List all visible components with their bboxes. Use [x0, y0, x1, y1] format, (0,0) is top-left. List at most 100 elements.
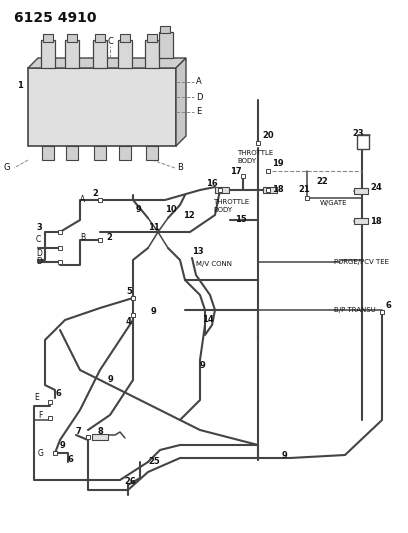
Text: 6125 4910: 6125 4910	[14, 11, 97, 25]
Text: 21: 21	[298, 185, 310, 195]
Bar	[380, 310, 384, 314]
Text: C: C	[107, 37, 113, 46]
Bar	[65, 40, 79, 68]
Text: 8: 8	[98, 427, 104, 437]
Text: M/V CONN: M/V CONN	[196, 261, 232, 267]
Text: B: B	[177, 164, 183, 173]
Bar	[66, 146, 78, 160]
Text: A: A	[80, 196, 85, 205]
Text: 18: 18	[370, 216, 381, 225]
Bar	[256, 141, 260, 145]
Text: 14: 14	[202, 316, 214, 325]
Bar	[147, 34, 157, 42]
Text: 6: 6	[68, 456, 74, 464]
Text: BODY: BODY	[213, 207, 232, 213]
Bar	[98, 238, 102, 242]
Bar	[119, 146, 131, 160]
Bar	[48, 416, 52, 420]
Bar	[98, 198, 102, 202]
Text: 5: 5	[126, 287, 132, 296]
Text: BODY: BODY	[237, 158, 256, 164]
Bar	[58, 246, 62, 250]
Text: 9: 9	[60, 440, 66, 449]
Text: 20: 20	[262, 131, 274, 140]
Bar	[266, 188, 270, 192]
Bar	[145, 40, 159, 68]
Text: 15: 15	[235, 215, 247, 224]
Text: B/P TRANSU: B/P TRANSU	[334, 307, 376, 313]
Bar	[58, 260, 62, 264]
Bar	[357, 135, 369, 149]
Bar	[241, 174, 245, 178]
Bar	[266, 169, 270, 173]
Text: 9: 9	[136, 206, 142, 214]
Text: PURGE/PCV TEE: PURGE/PCV TEE	[334, 259, 389, 265]
Bar	[118, 40, 132, 68]
Text: G: G	[4, 164, 11, 173]
Bar	[354, 188, 368, 194]
Text: D: D	[36, 257, 42, 266]
Bar	[95, 34, 105, 42]
Bar	[58, 230, 62, 234]
Bar	[305, 196, 309, 200]
Text: 16: 16	[206, 180, 218, 189]
Bar	[354, 218, 368, 224]
Bar	[92, 434, 108, 440]
Text: 6: 6	[386, 302, 392, 311]
Text: 9: 9	[151, 308, 157, 317]
Bar	[131, 313, 135, 317]
Text: 19: 19	[272, 159, 284, 168]
Text: 6: 6	[55, 390, 61, 399]
Text: 2: 2	[106, 233, 112, 243]
Text: 11: 11	[148, 223, 160, 232]
Bar	[159, 32, 173, 58]
Text: 3: 3	[36, 223, 42, 232]
Text: 18: 18	[272, 185, 284, 195]
Bar	[86, 435, 90, 439]
Text: 9: 9	[108, 376, 114, 384]
Text: 13: 13	[192, 247, 204, 256]
Text: THROTTLE: THROTTLE	[237, 150, 273, 156]
Bar	[131, 296, 135, 300]
Bar	[28, 68, 176, 146]
Text: G: G	[38, 448, 44, 457]
Polygon shape	[28, 58, 186, 68]
Polygon shape	[176, 58, 186, 146]
Text: 9: 9	[200, 360, 206, 369]
Bar	[94, 146, 106, 160]
Bar	[93, 40, 107, 68]
Bar	[43, 34, 53, 42]
Text: B: B	[80, 233, 85, 243]
Text: THROTTLE: THROTTLE	[213, 199, 249, 205]
Text: 1: 1	[17, 80, 23, 90]
Bar	[218, 188, 222, 192]
Text: 24: 24	[370, 183, 382, 192]
Bar	[160, 26, 170, 33]
Bar	[42, 146, 54, 160]
Bar	[263, 187, 277, 193]
Bar	[146, 146, 158, 160]
Text: 25: 25	[148, 457, 160, 466]
Text: E: E	[34, 393, 39, 402]
Bar	[120, 34, 130, 42]
Text: W/GATE: W/GATE	[320, 200, 348, 206]
Bar	[67, 34, 77, 42]
Text: D: D	[196, 93, 202, 101]
Text: 12: 12	[183, 212, 195, 221]
Text: 9: 9	[282, 450, 288, 459]
Bar	[41, 40, 55, 68]
Bar	[53, 451, 57, 455]
Bar	[215, 187, 229, 193]
Text: F: F	[38, 410, 42, 419]
Text: A: A	[196, 77, 202, 86]
Text: 17: 17	[230, 166, 242, 175]
Text: 7: 7	[76, 427, 82, 437]
Text: 23: 23	[352, 128, 364, 138]
Text: 22: 22	[316, 176, 328, 185]
Text: 10: 10	[165, 206, 177, 214]
Text: 26: 26	[124, 477, 136, 486]
Text: 4: 4	[126, 318, 132, 327]
Bar	[48, 400, 52, 404]
Text: 2: 2	[92, 189, 98, 198]
Text: D: D	[36, 249, 42, 259]
